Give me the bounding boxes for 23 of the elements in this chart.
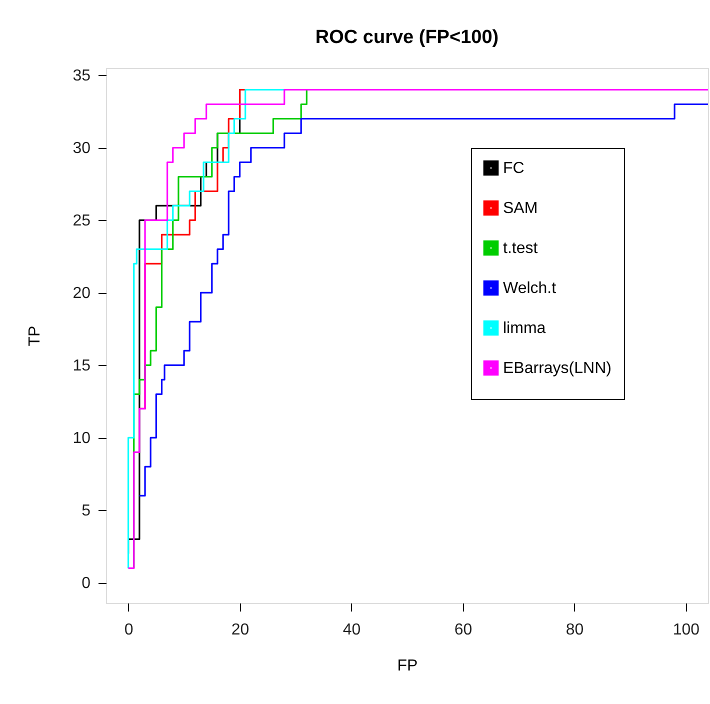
x-tick-label: 100 [672, 622, 700, 638]
chart-title: ROC curve (FP<100) [315, 27, 499, 48]
x-tick-label: 20 [231, 622, 250, 638]
legend-label: t.test [503, 240, 538, 257]
y-tick-label: 35 [72, 68, 91, 85]
legend-label: Welch.t [503, 280, 557, 297]
x-tick-label: 40 [342, 622, 361, 638]
y-tick-label: 25 [72, 212, 91, 230]
x-tick-label: 0 [124, 622, 134, 638]
x-tick-label: 60 [454, 622, 472, 638]
y-tick-label: 30 [72, 140, 91, 158]
y-tick-label: 10 [72, 430, 91, 448]
y-axis-title: TP [26, 326, 44, 346]
y-tick-label: 15 [72, 358, 91, 375]
legend-label: SAM [503, 200, 538, 217]
legend-label: FC [503, 160, 524, 177]
legend-label: limma [503, 320, 546, 337]
y-tick-label: 20 [72, 285, 91, 302]
x-tick-label: 80 [566, 622, 584, 638]
y-tick-label: 5 [82, 502, 91, 520]
y-tick-label: 0 [82, 575, 91, 592]
legend-label: EBarrays(LNN) [503, 360, 612, 377]
x-axis-title: FP [397, 658, 418, 674]
